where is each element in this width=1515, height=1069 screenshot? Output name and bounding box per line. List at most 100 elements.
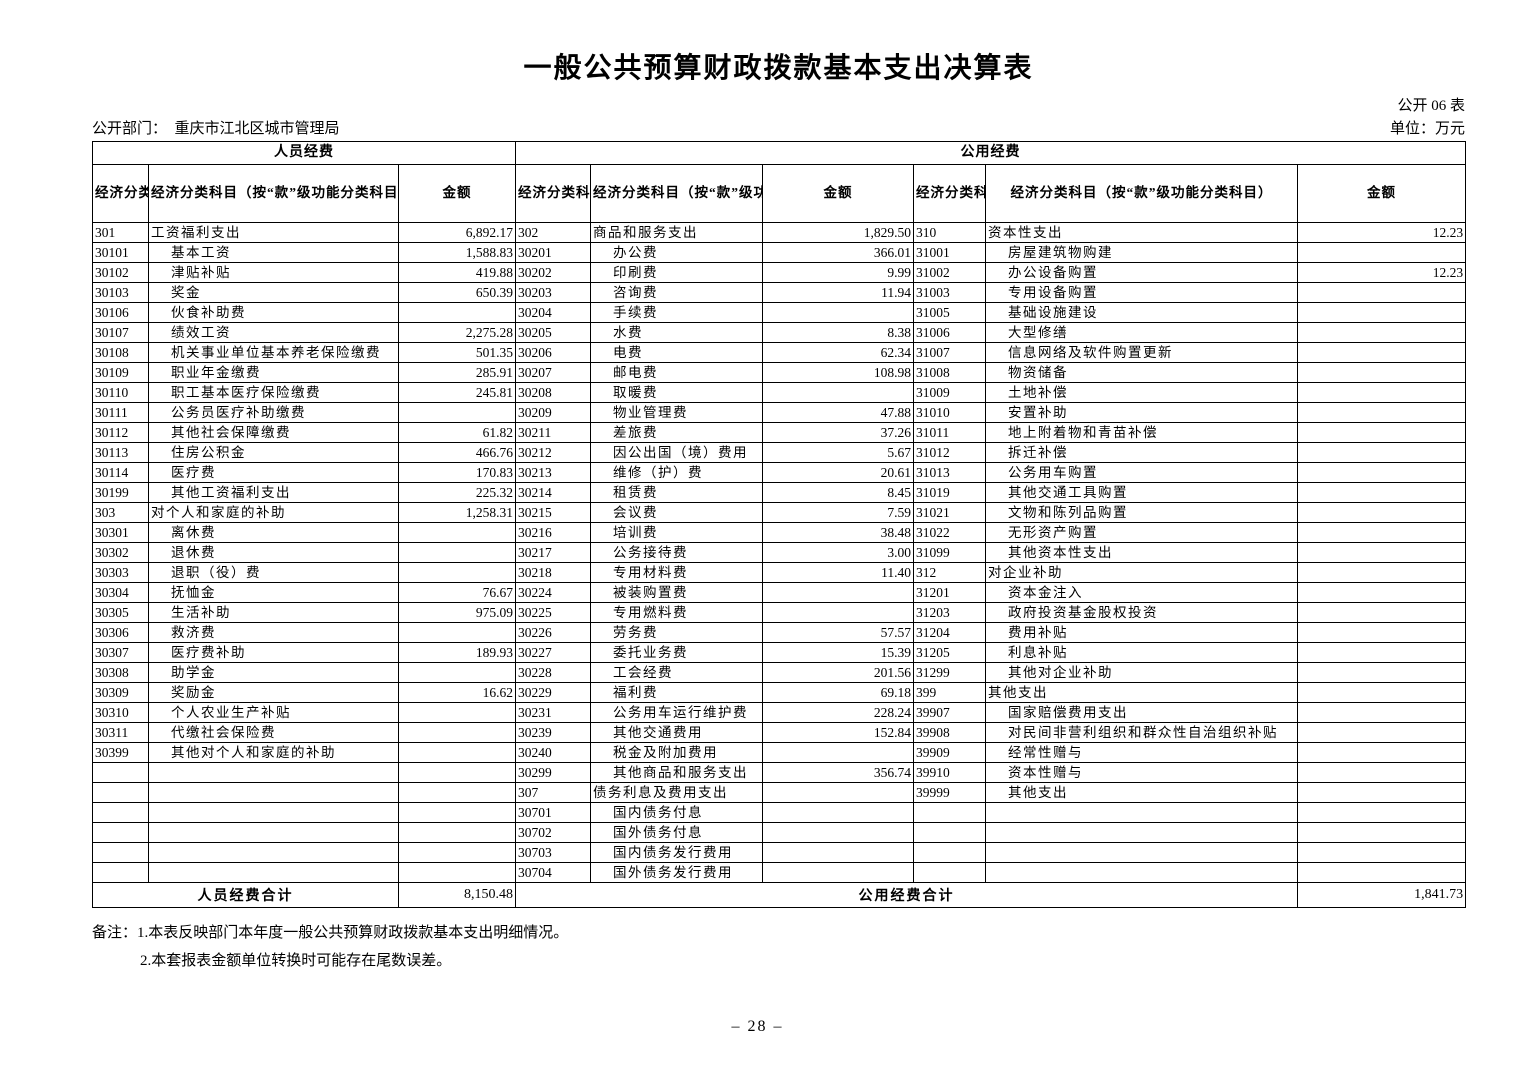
amount-cell: [1297, 662, 1467, 683]
table-row: 30114 医疗费 170.83 30213 维修（护）费 20.61 31013 公务用车购…: [92, 462, 1467, 483]
table-row: 30701 国内债务付息: [92, 802, 1467, 823]
code-cell: 30308: [92, 662, 149, 683]
code-cell: 30218: [515, 562, 592, 583]
table-row: 30101 基本工资 1,588.83 30201 办公费 366.01 31001 房屋建筑…: [92, 242, 1467, 263]
code-cell: 30305: [92, 602, 149, 623]
code-cell: 30240: [515, 742, 592, 763]
code-cell: 30208: [515, 382, 592, 403]
amount-cell: [1297, 802, 1467, 823]
code-cell: 30702: [515, 822, 592, 843]
amount-cell: 11.94: [762, 282, 915, 303]
subject-cell: 房屋建筑物购建: [985, 242, 1299, 263]
amount-cell: 15.39: [762, 642, 915, 663]
subject-cell: 对个人和家庭的补助: [148, 502, 399, 523]
col-header-code-1: 经济分类科目编码: [92, 164, 149, 223]
table-row: 30109 职业年金缴费 285.91 30207 邮电费 108.98 31008 物资储备: [92, 362, 1467, 383]
col-header-amount-1: 金额: [397, 164, 517, 223]
code-cell: 30215: [515, 502, 592, 523]
amount-cell: [1297, 242, 1467, 263]
subject-cell: [985, 802, 1299, 823]
subject-cell: 公务接待费: [590, 542, 764, 563]
subject-cell: 住房公积金: [148, 442, 399, 463]
amount-cell: 501.35: [397, 342, 517, 363]
subject-cell: [985, 862, 1299, 883]
code-cell: 30231: [515, 702, 592, 723]
table-row: 30399 其他对个人和家庭的补助 30240 税金及附加费用 39909 经常性赠与: [92, 742, 1467, 763]
amount-cell: [397, 842, 517, 863]
amount-cell: [1297, 742, 1467, 763]
amount-cell: 1,588.83: [397, 242, 517, 263]
table-row: 301 工资福利支出 6,892.17 302 商品和服务支出 1,829.50 310 资本…: [92, 222, 1467, 243]
budget-table: 人员经费 公用经费 经济分类科目编码 经济分类科目（按“款”级功能分类科目） 金…: [91, 141, 1467, 908]
subject-cell: 资本金注入: [985, 582, 1299, 603]
table-row: 30309 奖励金 16.62 30229 福利费 69.18 399 其他支出: [92, 682, 1467, 703]
table-row: 30299 其他商品和服务支出 356.74 39910 资本性赠与: [92, 762, 1467, 783]
code-cell: 30108: [92, 342, 149, 363]
code-cell: 30109: [92, 362, 149, 383]
table-row: 30303 退职（役）费 30218 专用材料费 11.40 312 对企业补助: [92, 562, 1467, 583]
table-row: 30111 公务员医疗补助缴费 30209 物业管理费 47.88 31010 安置补助: [92, 402, 1467, 423]
amount-cell: [1297, 782, 1467, 803]
code-cell: 30213: [515, 462, 592, 483]
subject-cell: 退休费: [148, 542, 399, 563]
amount-cell: [397, 762, 517, 783]
code-cell: 30301: [92, 522, 149, 543]
note-item-1: 1.本表反映部门本年度一般公共预算财政拨款基本支出明细情况。: [137, 925, 569, 941]
subject-cell: 办公设备购置: [985, 262, 1299, 283]
code-cell: 30227: [515, 642, 592, 663]
col-header-code-3: 经济分类科目编码: [913, 164, 987, 223]
code-cell: 31002: [913, 262, 987, 283]
code-cell: 31007: [913, 342, 987, 363]
amount-cell: [397, 702, 517, 723]
table-row: 30704 国外债务发行费用: [92, 862, 1467, 883]
subject-cell: 奖励金: [148, 682, 399, 703]
subject-cell: 水费: [590, 322, 764, 343]
subject-cell: 取暖费: [590, 382, 764, 403]
amount-cell: 225.32: [397, 482, 517, 503]
amount-cell: 11.40: [762, 562, 915, 583]
amount-cell: [1297, 382, 1467, 403]
subject-cell: 基础设施建设: [985, 302, 1299, 323]
subject-cell: 助学金: [148, 662, 399, 683]
amount-cell: [397, 822, 517, 843]
amount-cell: 16.62: [397, 682, 517, 703]
subject-cell: 信息网络及软件购置更新: [985, 342, 1299, 363]
table-row: 307 债务利息及费用支出 39999 其他支出: [92, 782, 1467, 803]
subject-cell: 公务用车购置: [985, 462, 1299, 483]
code-cell: 31201: [913, 582, 987, 603]
amount-cell: 356.74: [762, 762, 915, 783]
code-cell: 312: [913, 562, 987, 583]
code-cell: 30239: [515, 722, 592, 743]
subject-cell: 个人农业生产补贴: [148, 702, 399, 723]
subject-cell: 福利费: [590, 682, 764, 703]
subject-cell: 手续费: [590, 302, 764, 323]
amount-cell: [397, 802, 517, 823]
amount-cell: [1297, 482, 1467, 503]
amount-cell: 108.98: [762, 362, 915, 383]
subject-cell: 职业年金缴费: [148, 362, 399, 383]
amount-cell: [397, 662, 517, 683]
code-cell: 39908: [913, 722, 987, 743]
amount-cell: 3.00: [762, 542, 915, 563]
personnel-total-amount: 8,150.48: [397, 882, 517, 908]
table-row: 30304 抚恤金 76.67 30224 被装购置费 31201 资本金注入: [92, 582, 1467, 603]
amount-cell: [1297, 542, 1467, 563]
table-row: 30103 奖金 650.39 30203 咨询费 11.94 31003 专用设备购置: [92, 282, 1467, 303]
code-cell: 30203: [515, 282, 592, 303]
amount-cell: 228.24: [762, 702, 915, 723]
col-header-amount-3: 金额: [1297, 164, 1467, 223]
code-cell: 303: [92, 502, 149, 523]
totals-row: 人员经费合计 8,150.48 公用经费合计 1,841.73: [92, 882, 1467, 908]
subject-cell: 资本性赠与: [985, 762, 1299, 783]
code-cell: 39910: [913, 762, 987, 783]
amount-cell: 975.09: [397, 602, 517, 623]
amount-cell: 201.56: [762, 662, 915, 683]
subject-cell: 其他交通费用: [590, 722, 764, 743]
code-cell: 30102: [92, 262, 149, 283]
code-cell: 31299: [913, 662, 987, 683]
code-cell: [92, 842, 149, 863]
code-cell: 31204: [913, 622, 987, 643]
col-header-subject-2: 经济分类科目（按“款”级功能分类科目）: [590, 164, 764, 223]
subject-cell: 奖金: [148, 282, 399, 303]
